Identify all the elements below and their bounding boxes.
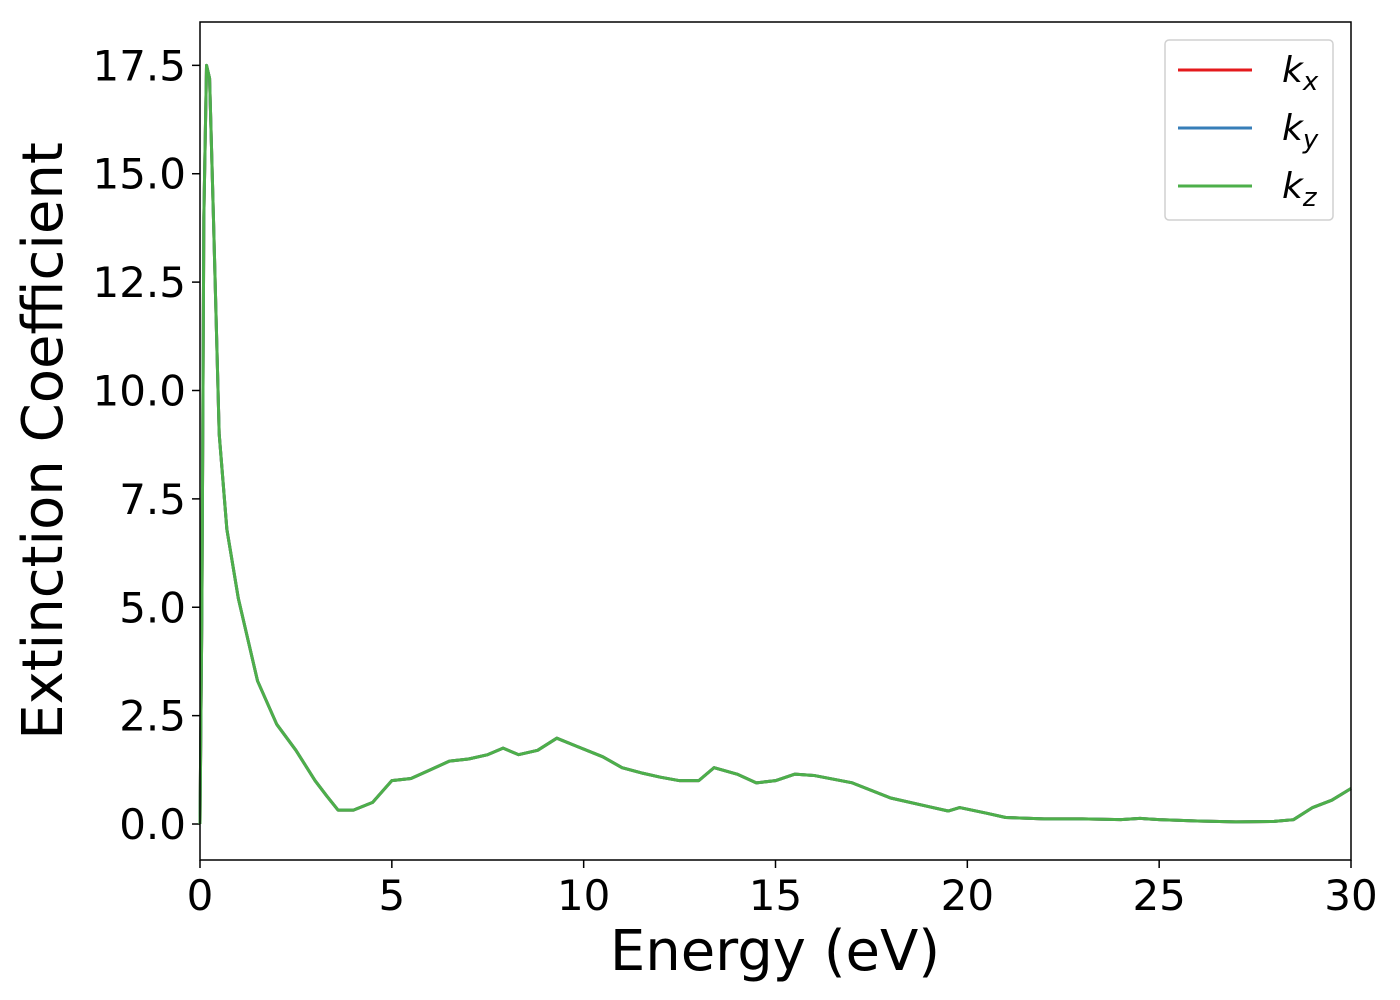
x-tick-label: 15 (749, 871, 802, 920)
x-tick-label: 25 (1132, 871, 1185, 920)
legend-label: ky (1282, 108, 1319, 155)
y-tick-label: 15.0 (92, 150, 186, 199)
y-tick-label: 10.0 (92, 366, 186, 415)
y-tick-label: 7.5 (119, 475, 186, 524)
legend-label: kx (1282, 50, 1319, 97)
x-tick-label: 10 (557, 871, 610, 920)
plot-frame (199, 21, 1352, 861)
legend-label: kz (1282, 166, 1318, 213)
y-axis-label: Extinction Coefficient (11, 142, 76, 740)
x-tick-label: 0 (187, 871, 214, 920)
x-tick-label: 30 (1324, 871, 1377, 920)
x-axis-label: Energy (eV) (610, 919, 940, 984)
x-tick-label: 20 (941, 871, 994, 920)
y-tick-label: 2.5 (119, 692, 186, 741)
y-tick-label: 17.5 (92, 41, 186, 90)
y-tick-label: 5.0 (119, 583, 186, 632)
y-tick-label: 0.0 (119, 800, 186, 849)
x-tick-label: 5 (378, 871, 405, 920)
legend-box (1164, 39, 1334, 221)
line (198, 63, 1352, 825)
y-tick-label: 12.5 (92, 258, 186, 307)
